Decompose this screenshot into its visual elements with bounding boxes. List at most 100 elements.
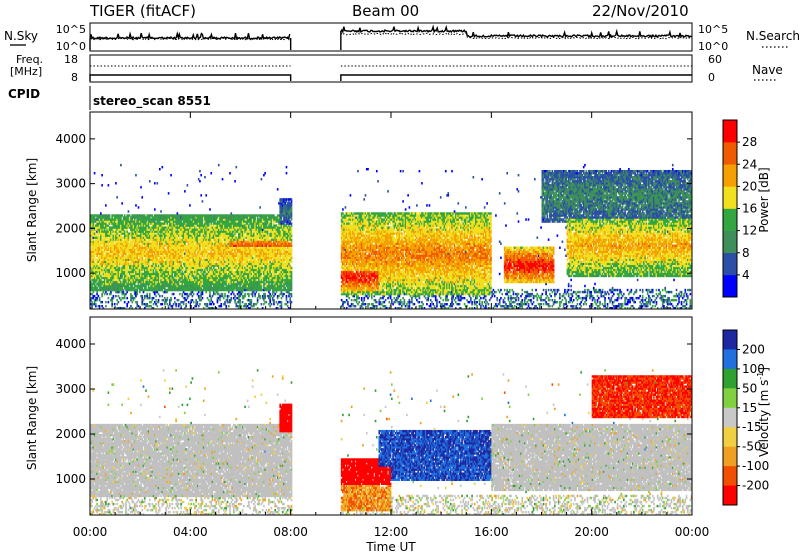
heatmap-cell	[93, 224, 96, 227]
heatmap-cell	[92, 266, 95, 270]
heatmap-cell	[98, 228, 101, 231]
heatmap-cell	[95, 248, 97, 251]
heatmap-cell	[107, 216, 110, 219]
heatmap-cell	[120, 298, 122, 302]
heatmap-cell	[96, 228, 98, 231]
heatmap-cell	[93, 256, 96, 260]
heatmap-cell	[115, 222, 117, 225]
heatmap-cell	[199, 169, 201, 173]
heatmap-cell	[230, 296, 233, 300]
heatmap-cell	[102, 306, 105, 310]
heatmap-cell	[97, 264, 100, 268]
heatmap-cell	[107, 262, 110, 266]
heatmap-cell	[121, 282, 123, 286]
heatmap-cell	[100, 234, 102, 237]
heatmap-cell	[115, 228, 117, 231]
heatmap-cell	[120, 280, 122, 284]
heatmap-cell	[125, 282, 127, 286]
heatmap-cell	[96, 274, 98, 278]
heatmap-cell	[102, 262, 105, 266]
heatmap-cell	[121, 242, 123, 245]
heatmap-cell	[116, 236, 118, 239]
heatmap-cell	[117, 218, 120, 221]
heatmap-cell	[118, 222, 121, 225]
heatmap-cell	[177, 298, 180, 302]
heatmap-cell	[117, 274, 120, 278]
heatmap-cell	[105, 290, 107, 294]
heatmap-cell	[100, 242, 102, 245]
heatmap-cell	[93, 266, 96, 270]
heatmap-cell	[100, 224, 102, 227]
heatmap-cell	[192, 292, 195, 296]
heatmap-cell	[123, 294, 126, 298]
heatmap-cell	[110, 262, 112, 266]
heatmap-cell	[98, 274, 101, 278]
heatmap-cell	[123, 240, 126, 243]
heatmap-cell	[100, 218, 102, 221]
nsearch-label: N.Search	[746, 29, 800, 43]
heatmap-cell	[110, 254, 112, 258]
heatmap-cell	[98, 280, 101, 284]
heatmap-cell	[103, 214, 106, 217]
heatmap-cell	[103, 280, 106, 284]
heatmap-cell	[98, 266, 101, 270]
heatmap-cell	[136, 300, 139, 304]
heatmap-cell	[102, 282, 105, 286]
heatmap-cell	[110, 244, 112, 247]
heatmap-cell	[101, 214, 103, 217]
heatmap-cell	[112, 258, 115, 262]
heatmap-cell	[160, 210, 162, 213]
heatmap-cell	[107, 238, 110, 241]
heatmap-cell	[101, 238, 103, 241]
heatmap-cell	[118, 246, 121, 249]
heatmap-cell	[100, 254, 102, 258]
heatmap-cell	[123, 258, 126, 262]
heatmap-cell	[105, 214, 107, 217]
heatmap-cell	[111, 228, 113, 231]
heatmap-cell	[106, 272, 108, 276]
heatmap-cell	[96, 244, 98, 247]
heatmap-cell	[93, 278, 96, 282]
heatmap-cell	[115, 224, 117, 227]
heatmap-cell	[115, 288, 117, 292]
heatmap-cell	[121, 296, 123, 300]
heatmap-cell	[90, 258, 92, 262]
heatmap-cell	[112, 236, 115, 239]
radar-title: TIGER (fitACF)	[89, 2, 196, 20]
freq-label-bottom: [MHz]	[10, 65, 42, 78]
heatmap-cell	[110, 240, 112, 243]
heatmap-cell	[112, 224, 115, 227]
heatmap-cell	[101, 282, 103, 286]
heatmap-cell	[111, 236, 113, 239]
heatmap-cell	[117, 230, 120, 233]
heatmap-cell	[105, 258, 107, 262]
heatmap-cell	[111, 226, 113, 229]
heatmap-cell	[201, 296, 204, 300]
heatmap-cell	[108, 292, 111, 296]
heatmap-cell	[103, 274, 106, 278]
heatmap-cell	[125, 266, 127, 270]
heatmap-cell	[113, 274, 116, 278]
heatmap-cell	[93, 260, 96, 264]
heatmap-cell	[118, 238, 121, 241]
heatmap-cell	[123, 264, 126, 268]
heatmap-cell	[117, 214, 120, 217]
nave-tick-bottom: 0	[708, 71, 715, 84]
heatmap-cell	[108, 260, 111, 264]
heatmap-cell	[113, 284, 116, 288]
heatmap-cell	[102, 290, 105, 294]
heatmap-cell	[122, 258, 125, 262]
heatmap-cell	[118, 226, 121, 229]
heatmap-cell	[116, 258, 118, 262]
heatmap-cell	[98, 222, 101, 225]
heatmap-cell	[90, 296, 92, 300]
heatmap-cell	[95, 276, 97, 280]
heatmap-cell	[122, 254, 125, 258]
heatmap-cell	[111, 288, 113, 292]
heatmap-cell	[112, 272, 115, 276]
heatmap-cell	[117, 282, 120, 286]
heatmap-cell	[92, 224, 95, 227]
heatmap-cell	[113, 262, 116, 266]
heatmap-cell	[116, 264, 118, 268]
heatmap-cell	[95, 280, 97, 284]
